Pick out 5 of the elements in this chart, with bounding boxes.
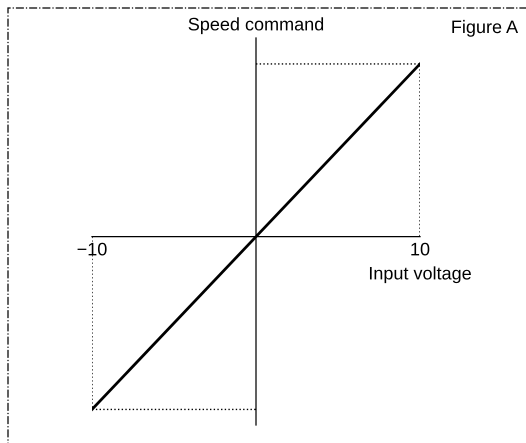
x-tick-label: 10 bbox=[411, 242, 430, 256]
y-axis-title: Speed command bbox=[188, 17, 324, 34]
x-axis-title: Input voltage bbox=[370, 266, 471, 284]
x-tick-label: −10 bbox=[78, 242, 107, 256]
text: Figure A bbox=[452, 20, 518, 37]
